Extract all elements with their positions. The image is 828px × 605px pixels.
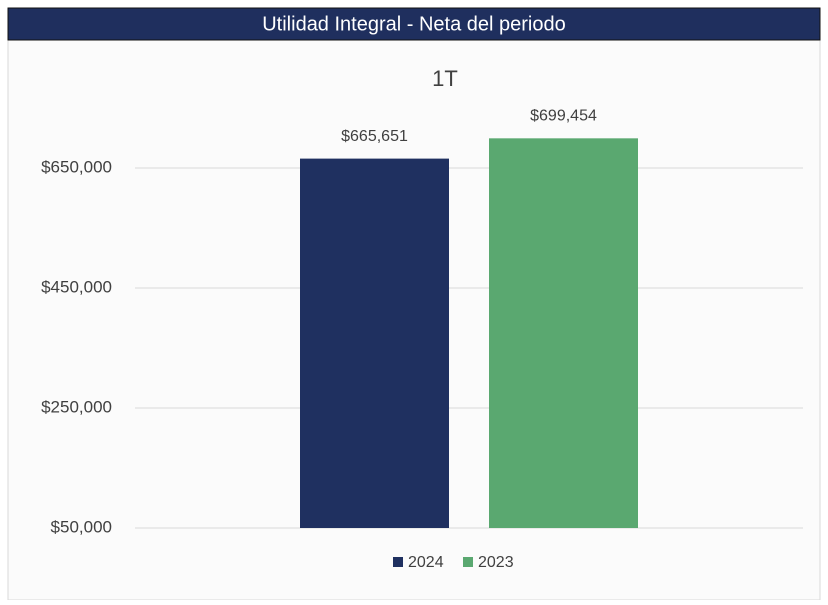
legend-swatch	[393, 557, 403, 567]
y-tick-label: $450,000	[41, 277, 112, 296]
y-tick-label: $650,000	[41, 157, 112, 176]
y-tick-label: $250,000	[41, 397, 112, 416]
legend-label: 2023	[478, 554, 514, 571]
legend-swatch	[463, 557, 473, 567]
header-bar	[7, 7, 821, 41]
bar	[489, 138, 638, 528]
legend-label: 2024	[408, 554, 444, 571]
data-label: $665,651	[341, 128, 408, 145]
header-title: Utilidad Integral - Neta del periodo	[262, 13, 566, 35]
bar	[300, 158, 449, 528]
data-label: $699,454	[530, 108, 597, 125]
chart-title: 1T	[432, 66, 458, 91]
y-tick-label: $50,000	[51, 517, 112, 536]
